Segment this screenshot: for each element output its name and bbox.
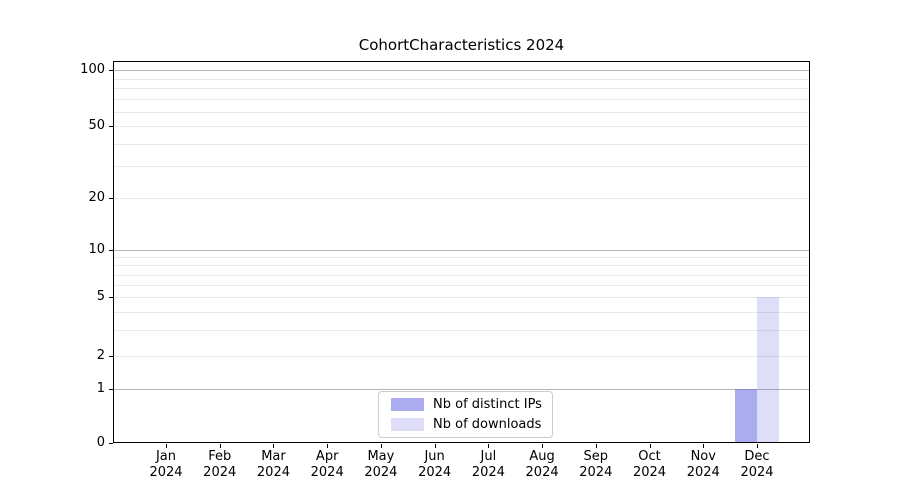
plot-area: Nb of distinct IPs Nb of downloads	[113, 61, 810, 443]
x-tick-apr-2024	[327, 444, 329, 448]
y-tick-label-1: 1	[96, 381, 105, 397]
x-tick-label-feb-2024: Feb 2024	[203, 449, 237, 480]
gridline-y-7	[113, 274, 810, 276]
x-tick-label-may-2024: May 2024	[364, 449, 398, 480]
gridline-y-4	[113, 311, 810, 313]
gridline-y-90	[113, 78, 810, 80]
y-tick-5	[109, 297, 113, 299]
legend-swatch-nb-of-distinct-ips	[391, 398, 424, 411]
y-tick-1	[109, 389, 113, 391]
x-tick-feb-2024	[219, 444, 221, 448]
gridline-y-3	[113, 329, 810, 331]
y-tick-label-2: 2	[96, 347, 105, 363]
legend: Nb of distinct IPs Nb of downloads	[378, 391, 553, 438]
y-tick-label-10: 10	[88, 242, 105, 258]
y-tick-label-50: 50	[88, 118, 105, 134]
gridline-y-9	[113, 257, 810, 259]
gridline-y-100	[113, 70, 810, 71]
legend-label-nb-of-distinct-ips: Nb of distinct IPs	[433, 397, 542, 412]
bar-nb-of-downloads-dec-2024	[756, 297, 779, 443]
x-tick-label-dec-2024: Dec 2024	[740, 449, 774, 480]
bar-nb-of-distinct-ips-dec-2024	[734, 389, 757, 443]
gridline-y-2	[113, 355, 810, 357]
gridline-y-5	[113, 297, 810, 299]
x-tick-mar-2024	[273, 444, 275, 448]
y-tick-20	[109, 197, 113, 199]
x-tick-jul-2024	[488, 444, 490, 448]
gridline-y-30	[113, 166, 810, 168]
gridline-y-20	[113, 197, 810, 199]
x-tick-jun-2024	[434, 444, 436, 448]
y-tick-label-100: 100	[80, 62, 105, 77]
x-tick-may-2024	[380, 444, 382, 448]
y-tick-100	[109, 70, 113, 71]
gridline-y-1	[113, 389, 810, 391]
legend-item-nb-of-distinct-ips: Nb of distinct IPs	[391, 397, 552, 412]
x-tick-label-aug-2024: Aug 2024	[525, 449, 559, 480]
x-tick-label-mar-2024: Mar 2024	[256, 449, 290, 480]
gridline-y-10	[113, 250, 810, 252]
x-tick-jan-2024	[166, 444, 167, 448]
y-tick-0	[109, 443, 113, 444]
y-tick-10	[109, 250, 113, 252]
gridline-y-50	[113, 126, 810, 128]
plot-border	[113, 61, 810, 443]
legend-label-nb-of-downloads: Nb of downloads	[433, 417, 542, 432]
y-tick-50	[109, 126, 113, 128]
x-tick-label-apr-2024: Apr 2024	[310, 449, 344, 480]
x-tick-label-jul-2024: Jul 2024	[471, 449, 505, 480]
x-tick-label-oct-2024: Oct 2024	[632, 449, 667, 480]
x-tick-nov-2024	[703, 444, 705, 448]
gridline-y-8	[113, 265, 810, 267]
x-tick-label-jun-2024: Jun 2024	[418, 449, 452, 480]
gridline-y-40	[113, 143, 810, 145]
gridline-y-70	[113, 99, 810, 100]
gridline-y-60	[113, 111, 810, 113]
legend-item-nb-of-downloads: Nb of downloads	[391, 417, 552, 432]
gridline-y-6	[113, 284, 810, 286]
y-tick-label-5: 5	[96, 289, 105, 305]
x-tick-label-jan-2024: Jan 2024	[149, 449, 183, 480]
x-tick-label-sep-2024: Sep 2024	[579, 449, 613, 480]
x-tick-dec-2024	[756, 444, 758, 448]
x-tick-sep-2024	[595, 444, 597, 448]
y-tick-label-20: 20	[88, 189, 105, 205]
chart-title: CohortCharacteristics 2024	[358, 36, 565, 54]
gridline-y-80	[113, 88, 810, 90]
y-tick-2	[109, 355, 113, 357]
x-tick-label-nov-2024: Nov 2024	[686, 449, 720, 480]
y-tick-label-0: 0	[96, 435, 105, 450]
x-tick-oct-2024	[649, 444, 651, 448]
x-tick-aug-2024	[542, 444, 544, 448]
legend-swatch-nb-of-downloads	[391, 418, 424, 431]
